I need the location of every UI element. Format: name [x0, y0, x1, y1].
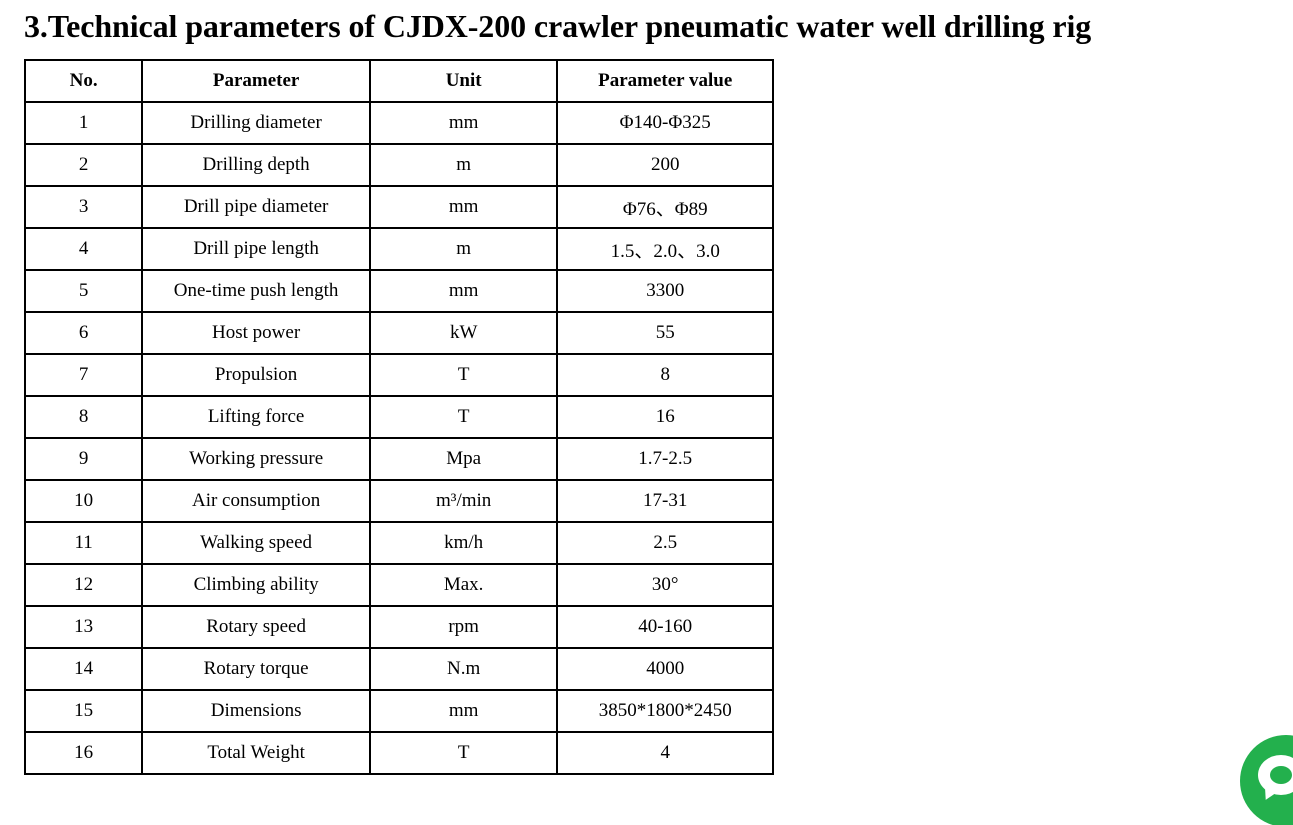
cell-no: 3 — [23, 185, 144, 229]
cell-value: 2.5 — [556, 521, 774, 565]
cell-parameter: Air consumption — [141, 479, 371, 523]
cell-no: 13 — [23, 605, 144, 649]
cell-no: 2 — [23, 143, 144, 187]
cell-value: Φ76、Φ89 — [556, 185, 774, 229]
header-no: No. — [23, 59, 144, 103]
cell-parameter: Rotary torque — [141, 647, 371, 691]
cell-no: 1 — [23, 101, 144, 145]
table-header-row: No. Parameter Unit Parameter value — [23, 59, 774, 103]
cell-value: Φ140-Φ325 — [556, 101, 774, 145]
cell-unit: km/h — [368, 521, 559, 565]
cell-parameter: Drilling diameter — [141, 101, 371, 145]
table-row: 7 Propulsion T 8 — [23, 353, 774, 397]
table-row: 16 Total Weight T 4 — [23, 731, 774, 775]
cell-parameter: Drill pipe length — [141, 227, 371, 271]
table-row: 9 Working pressure Mpa 1.7-2.5 — [23, 437, 774, 481]
cell-value: 1.7-2.5 — [556, 437, 774, 481]
table-row: 1 Drilling diameter mm Φ140-Φ325 — [23, 101, 774, 145]
cell-value: 55 — [556, 311, 774, 355]
table-row: 15 Dimensions mm 3850*1800*2450 — [23, 689, 774, 733]
cell-no: 16 — [23, 731, 144, 775]
cell-no: 7 — [23, 353, 144, 397]
table-row: 10 Air consumption m³/min 17-31 — [23, 479, 774, 523]
cell-unit: m — [368, 143, 559, 187]
table-row: 8 Lifting force T 16 — [23, 395, 774, 439]
cell-parameter: Host power — [141, 311, 371, 355]
cell-unit: T — [368, 731, 559, 775]
cell-parameter: Drilling depth — [141, 143, 371, 187]
cell-unit: mm — [368, 269, 559, 313]
cell-value: 3850*1800*2450 — [556, 689, 774, 733]
cell-no: 12 — [23, 563, 144, 607]
cell-value: 30° — [556, 563, 774, 607]
cell-value: 40-160 — [556, 605, 774, 649]
cell-unit: mm — [368, 101, 559, 145]
cell-value: 4000 — [556, 647, 774, 691]
cell-no: 14 — [23, 647, 144, 691]
cell-unit: m — [368, 227, 559, 271]
cell-parameter: One-time push length — [141, 269, 371, 313]
cell-unit: m³/min — [368, 479, 559, 523]
page-title: 3.Technical parameters of CJDX-200 crawl… — [24, 8, 1092, 44]
table-row: 5 One-time push length mm 3300 — [23, 269, 774, 313]
cell-no: 4 — [23, 227, 144, 271]
cell-unit: rpm — [368, 605, 559, 649]
cell-parameter: Climbing ability — [141, 563, 371, 607]
parameters-table: No. Parameter Unit Parameter value 1 Dril… — [23, 59, 774, 775]
cell-parameter: Lifting force — [141, 395, 371, 439]
table-row: 14 Rotary torque N.m 4000 — [23, 647, 774, 691]
cell-no: 15 — [23, 689, 144, 733]
cell-value: 1.5、2.0、3.0 — [556, 227, 774, 271]
cell-parameter: Working pressure — [141, 437, 371, 481]
cell-value: 16 — [556, 395, 774, 439]
cell-unit: mm — [368, 185, 559, 229]
cell-no: 10 — [23, 479, 144, 523]
table-row: 11 Walking speed km/h 2.5 — [23, 521, 774, 565]
table-row: 6 Host power kW 55 — [23, 311, 774, 355]
chat-bubble-inner — [1270, 766, 1292, 784]
header-parameter: Parameter — [141, 59, 371, 103]
cell-parameter: Dimensions — [141, 689, 371, 733]
cell-unit: N.m — [368, 647, 559, 691]
cell-parameter: Walking speed — [141, 521, 371, 565]
cell-unit: T — [368, 353, 559, 397]
cell-parameter: Total Weight — [141, 731, 371, 775]
cell-no: 5 — [23, 269, 144, 313]
cell-parameter: Rotary speed — [141, 605, 371, 649]
cell-value: 4 — [556, 731, 774, 775]
table-row: 2 Drilling depth m 200 — [23, 143, 774, 187]
cell-value: 17-31 — [556, 479, 774, 523]
cell-no: 6 — [23, 311, 144, 355]
cell-value: 8 — [556, 353, 774, 397]
cell-no: 8 — [23, 395, 144, 439]
cell-unit: kW — [368, 311, 559, 355]
table-row: 4 Drill pipe length m 1.5、2.0、3.0 — [23, 227, 774, 271]
chat-widget-button[interactable] — [1240, 735, 1293, 825]
table-row: 12 Climbing ability Max. 30° — [23, 563, 774, 607]
header-unit: Unit — [368, 59, 559, 103]
header-parameter-value: Parameter value — [556, 59, 774, 103]
cell-no: 9 — [23, 437, 144, 481]
cell-parameter: Drill pipe diameter — [141, 185, 371, 229]
cell-unit: Max. — [368, 563, 559, 607]
table-row: 13 Rotary speed rpm 40-160 — [23, 605, 774, 649]
table-body: 1 Drilling diameter mm Φ140-Φ325 2 Drilling d… — [23, 101, 774, 775]
table-row: 3 Drill pipe diameter mm Φ76、Φ89 — [23, 185, 774, 229]
cell-unit: Mpa — [368, 437, 559, 481]
cell-value: 3300 — [556, 269, 774, 313]
cell-parameter: Propulsion — [141, 353, 371, 397]
cell-value: 200 — [556, 143, 774, 187]
cell-no: 11 — [23, 521, 144, 565]
cell-unit: mm — [368, 689, 559, 733]
cell-unit: T — [368, 395, 559, 439]
